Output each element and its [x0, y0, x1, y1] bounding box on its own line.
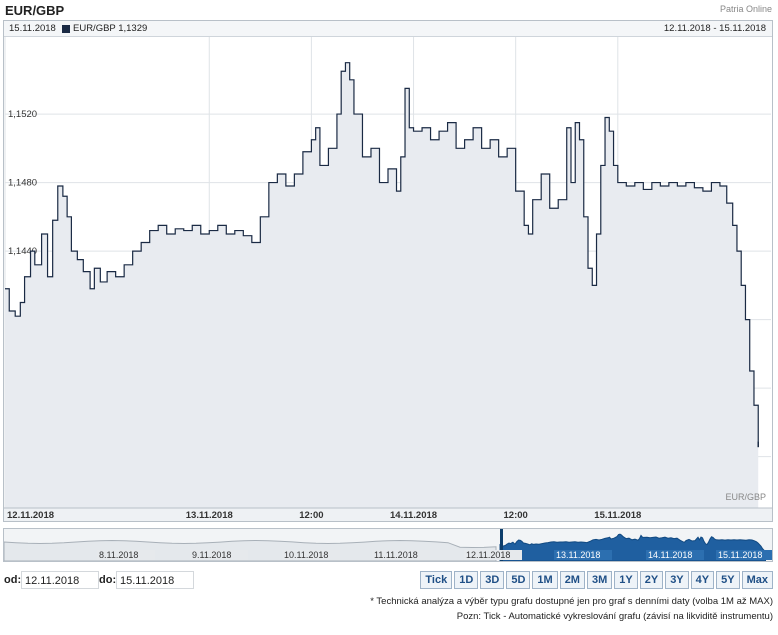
range-button-4y[interactable]: 4Y [690, 571, 715, 589]
navigator-label-bg [464, 550, 522, 560]
range-button-1y[interactable]: 1Y [614, 571, 638, 589]
legend-label: EUR/GBP 1,1329 [73, 23, 148, 34]
navigator-label-bg [646, 550, 704, 560]
legend-swatch-icon [62, 24, 70, 33]
date-range-label: 12.11.2018 - 15.11.2018 [663, 23, 766, 34]
from-date-input[interactable]: 12.11.2018 [21, 571, 99, 589]
range-button-2y[interactable]: 2Y [639, 571, 664, 589]
range-button-3d[interactable]: 3D [480, 571, 505, 589]
controls-bar: od: 12.11.2018 do: 15.11.2018 Tick 1D 3D 5D… [3, 571, 773, 591]
brand-label: Patria Online [719, 4, 772, 14]
navigator-date-label: 11.11.2018 [374, 550, 418, 560]
navigator-chart[interactable]: 8.11.2018 9.11.2018 10.11.2018 11.11.2018 12… [4, 529, 772, 561]
range-button-1m[interactable]: 1M [532, 571, 558, 589]
main-chart-frame: 15.11.2018 EUR/GBP 1,1329 12.11.2018 - 1… [3, 20, 773, 522]
navigator-frame: 8.11.2018 9.11.2018 10.11.2018 11.11.2018 12… [3, 528, 773, 562]
navigator-date-label: 9.11.2018 [192, 550, 231, 560]
x-tick-label: 14.11.2018 [390, 510, 437, 521]
navigator-date-label: 8.11.2018 [99, 550, 138, 560]
price-chart[interactable]: 1,13201,13601,14001,14401,14801,1520EUR/… [4, 21, 772, 521]
range-button-3m[interactable]: 3M [586, 571, 613, 589]
from-label: od: [4, 574, 22, 586]
x-tick-label: 12:00 [299, 510, 323, 521]
chart-info-bar: 15.11.2018 EUR/GBP 1,1329 12.11.2018 - 1… [4, 21, 772, 37]
note-technical: * Technická analýza a výběr typu grafu d… [370, 596, 773, 607]
note-tick: Pozn: Tick - Automatické vykreslování gr… [456, 611, 773, 622]
chart-watermark: EUR/GBP [725, 492, 766, 502]
range-button-tick[interactable]: Tick [420, 571, 453, 589]
navigator-date-label: 12.11.2018 [466, 550, 510, 560]
y-tick-label: 1,1480 [8, 178, 37, 189]
price-line [5, 62, 759, 442]
range-button-3y[interactable]: 3Y [665, 571, 689, 589]
to-label: do: [99, 574, 117, 586]
x-axis-strip [4, 508, 772, 521]
navigator-date-label: 10.11.2018 [284, 550, 328, 560]
navigator-label-bg [190, 550, 248, 560]
navigator-label-bg [97, 550, 155, 560]
price-area [5, 62, 759, 508]
range-button-2m[interactable]: 2M [559, 571, 585, 589]
navigator-label-bg [372, 550, 430, 560]
x-tick-label: 12.11.2018 [7, 510, 54, 521]
navigator-date-label: 13.11.2018 [556, 550, 600, 560]
navigator-date-label: 15.11.2018 [718, 550, 762, 560]
range-button-1d[interactable]: 1D [454, 571, 479, 589]
range-button-5d[interactable]: 5D [506, 571, 531, 589]
legend: EUR/GBP 1,1329 [62, 21, 147, 36]
navigator-label-bg [554, 550, 612, 560]
range-button-5y[interactable]: 5Y [716, 571, 740, 589]
range-buttons: Tick 1D 3D 5D 1M 2M 3M 1Y 2Y 3Y 4Y 5Y Max [420, 571, 773, 589]
navigator-label-bg [716, 550, 772, 560]
to-date-input[interactable]: 15.11.2018 [116, 571, 194, 589]
chart-title: EUR/GBP [5, 3, 65, 18]
navigator-date-label: 14.11.2018 [648, 550, 692, 560]
x-tick-label: 13.11.2018 [186, 510, 233, 521]
x-tick-label: 15.11.2018 [594, 510, 641, 521]
y-tick-label: 1,1520 [8, 109, 37, 120]
current-date: 15.11.2018 [9, 23, 56, 34]
range-button-max[interactable]: Max [741, 571, 773, 589]
y-tick-label: 1,1440 [8, 246, 37, 257]
navigator-label-bg [282, 550, 340, 560]
navigator-handle-left[interactable] [500, 529, 503, 561]
x-tick-label: 12:00 [504, 510, 528, 521]
